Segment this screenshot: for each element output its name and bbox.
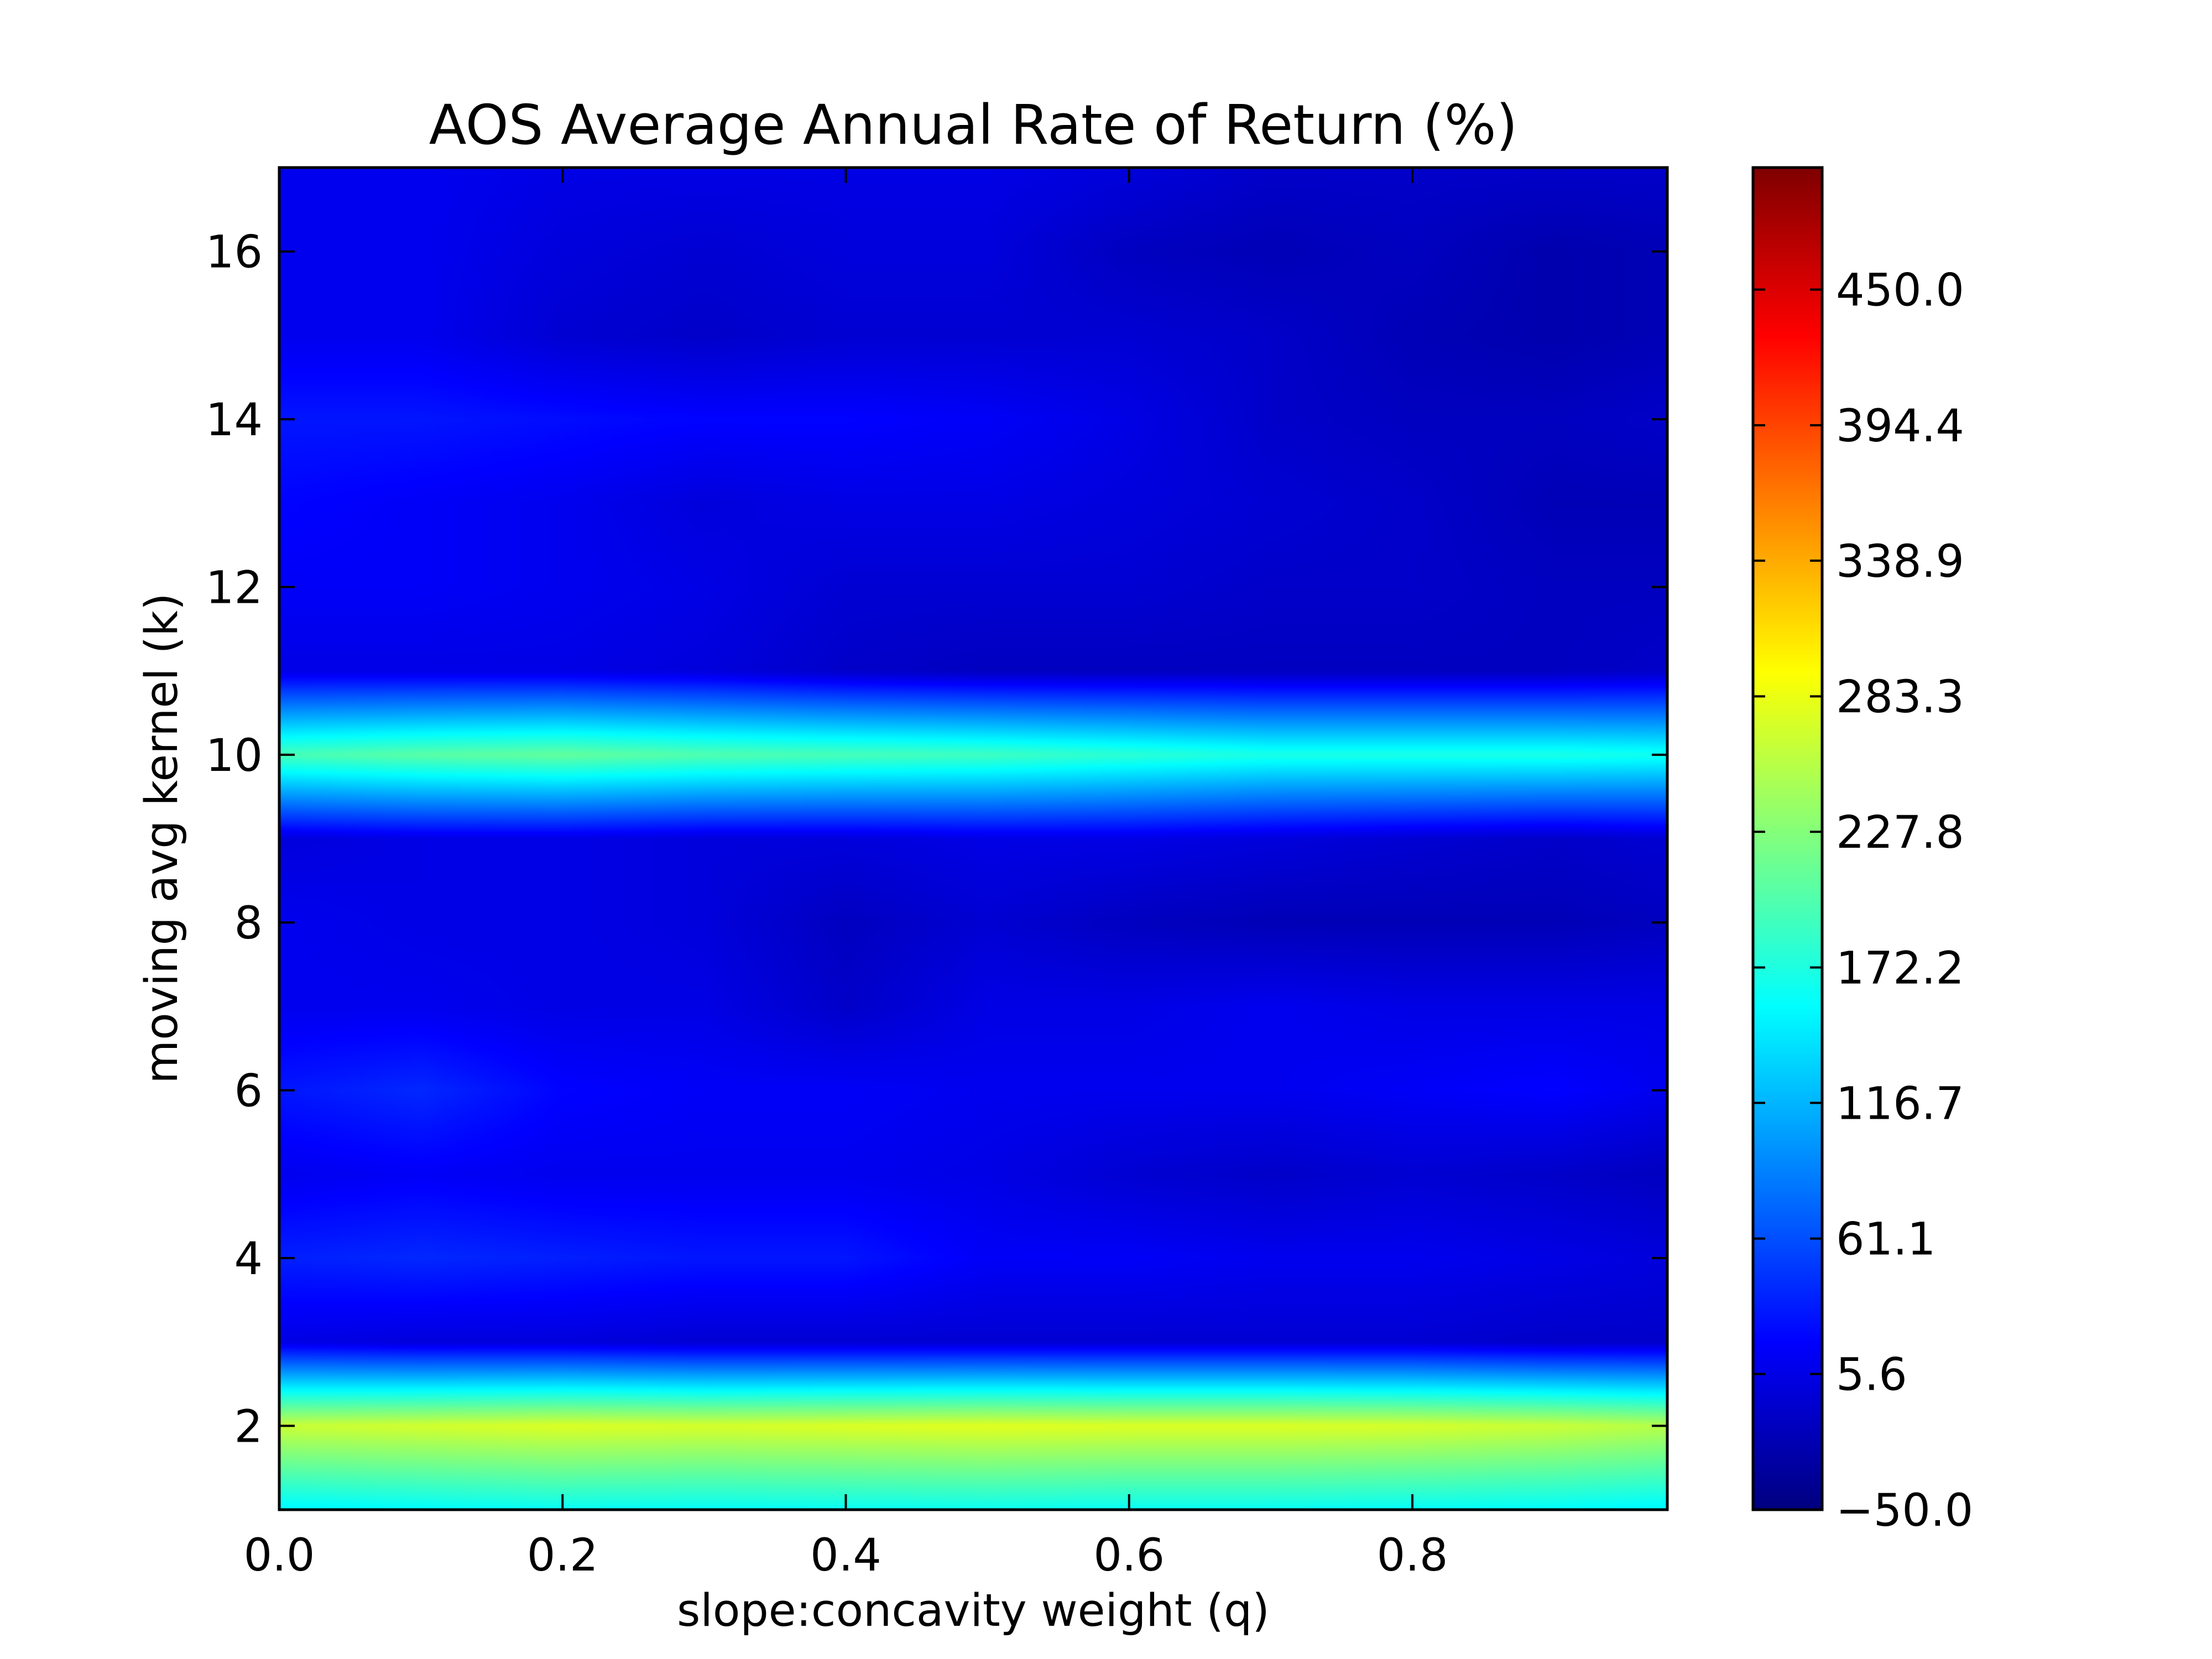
plot-area — [278, 166, 1669, 1511]
chart-title: AOS Average Annual Rate of Return (%) — [429, 93, 1518, 157]
x-tick-label: 0.0 — [244, 1530, 315, 1582]
y-tick-label: 8 — [234, 898, 263, 950]
colorbar-tick-label: 283.3 — [1836, 671, 1964, 723]
colorbar-tick-label: 227.8 — [1836, 807, 1964, 859]
x-axis-label: slope:concavity weight (q) — [677, 1585, 1270, 1637]
colorbar-ticks: −50.0 5.6 61.1 116.7 172.2 227.8 283.3 338.9 394… — [1753, 265, 1973, 1537]
x-tick-label: 0.2 — [527, 1530, 598, 1582]
colorbar: −50.0 5.6 61.1 116.7 172.2 227.8 283.3 338.9 394… — [1751, 166, 1973, 1537]
colorbar-tick-label: 394.4 — [1836, 400, 1964, 452]
y-tick-label: 10 — [206, 730, 263, 782]
colorbar-tick-label: 61.1 — [1836, 1214, 1936, 1266]
x-tick-label: 0.8 — [1377, 1530, 1448, 1582]
colorbar-tick-label: 172.2 — [1836, 942, 1964, 994]
y-tick-label: 14 — [206, 394, 263, 446]
plot-frame — [278, 166, 1669, 1511]
colorbar-tick-label: 116.7 — [1836, 1078, 1964, 1130]
y-axis-label: moving avg kernel (k) — [136, 593, 188, 1083]
colorbar-tick-label: −50.0 — [1836, 1485, 1973, 1537]
colorbar-gradient — [1753, 168, 1822, 1510]
y-tick-label: 2 — [234, 1401, 263, 1453]
colorbar-tick-label: 450.0 — [1836, 265, 1964, 317]
y-tick-label: 6 — [234, 1066, 263, 1118]
x-tick-label: 0.6 — [1093, 1530, 1165, 1582]
y-tick-label: 12 — [206, 562, 263, 614]
y-tick-label: 4 — [234, 1233, 263, 1285]
y-axis: 2 4 6 8 10 12 14 16 — [206, 227, 1667, 1453]
x-axis: 0.0 0.2 0.4 0.6 0.8 — [244, 168, 1448, 1582]
colorbar-tick-label: 338.9 — [1836, 536, 1964, 588]
colorbar-frame — [1751, 166, 1824, 1511]
heatmap — [279, 168, 1667, 1510]
x-tick-label: 0.4 — [810, 1530, 881, 1582]
y-tick-label: 16 — [206, 227, 263, 279]
colorbar-tick-label: 5.6 — [1836, 1349, 1907, 1401]
